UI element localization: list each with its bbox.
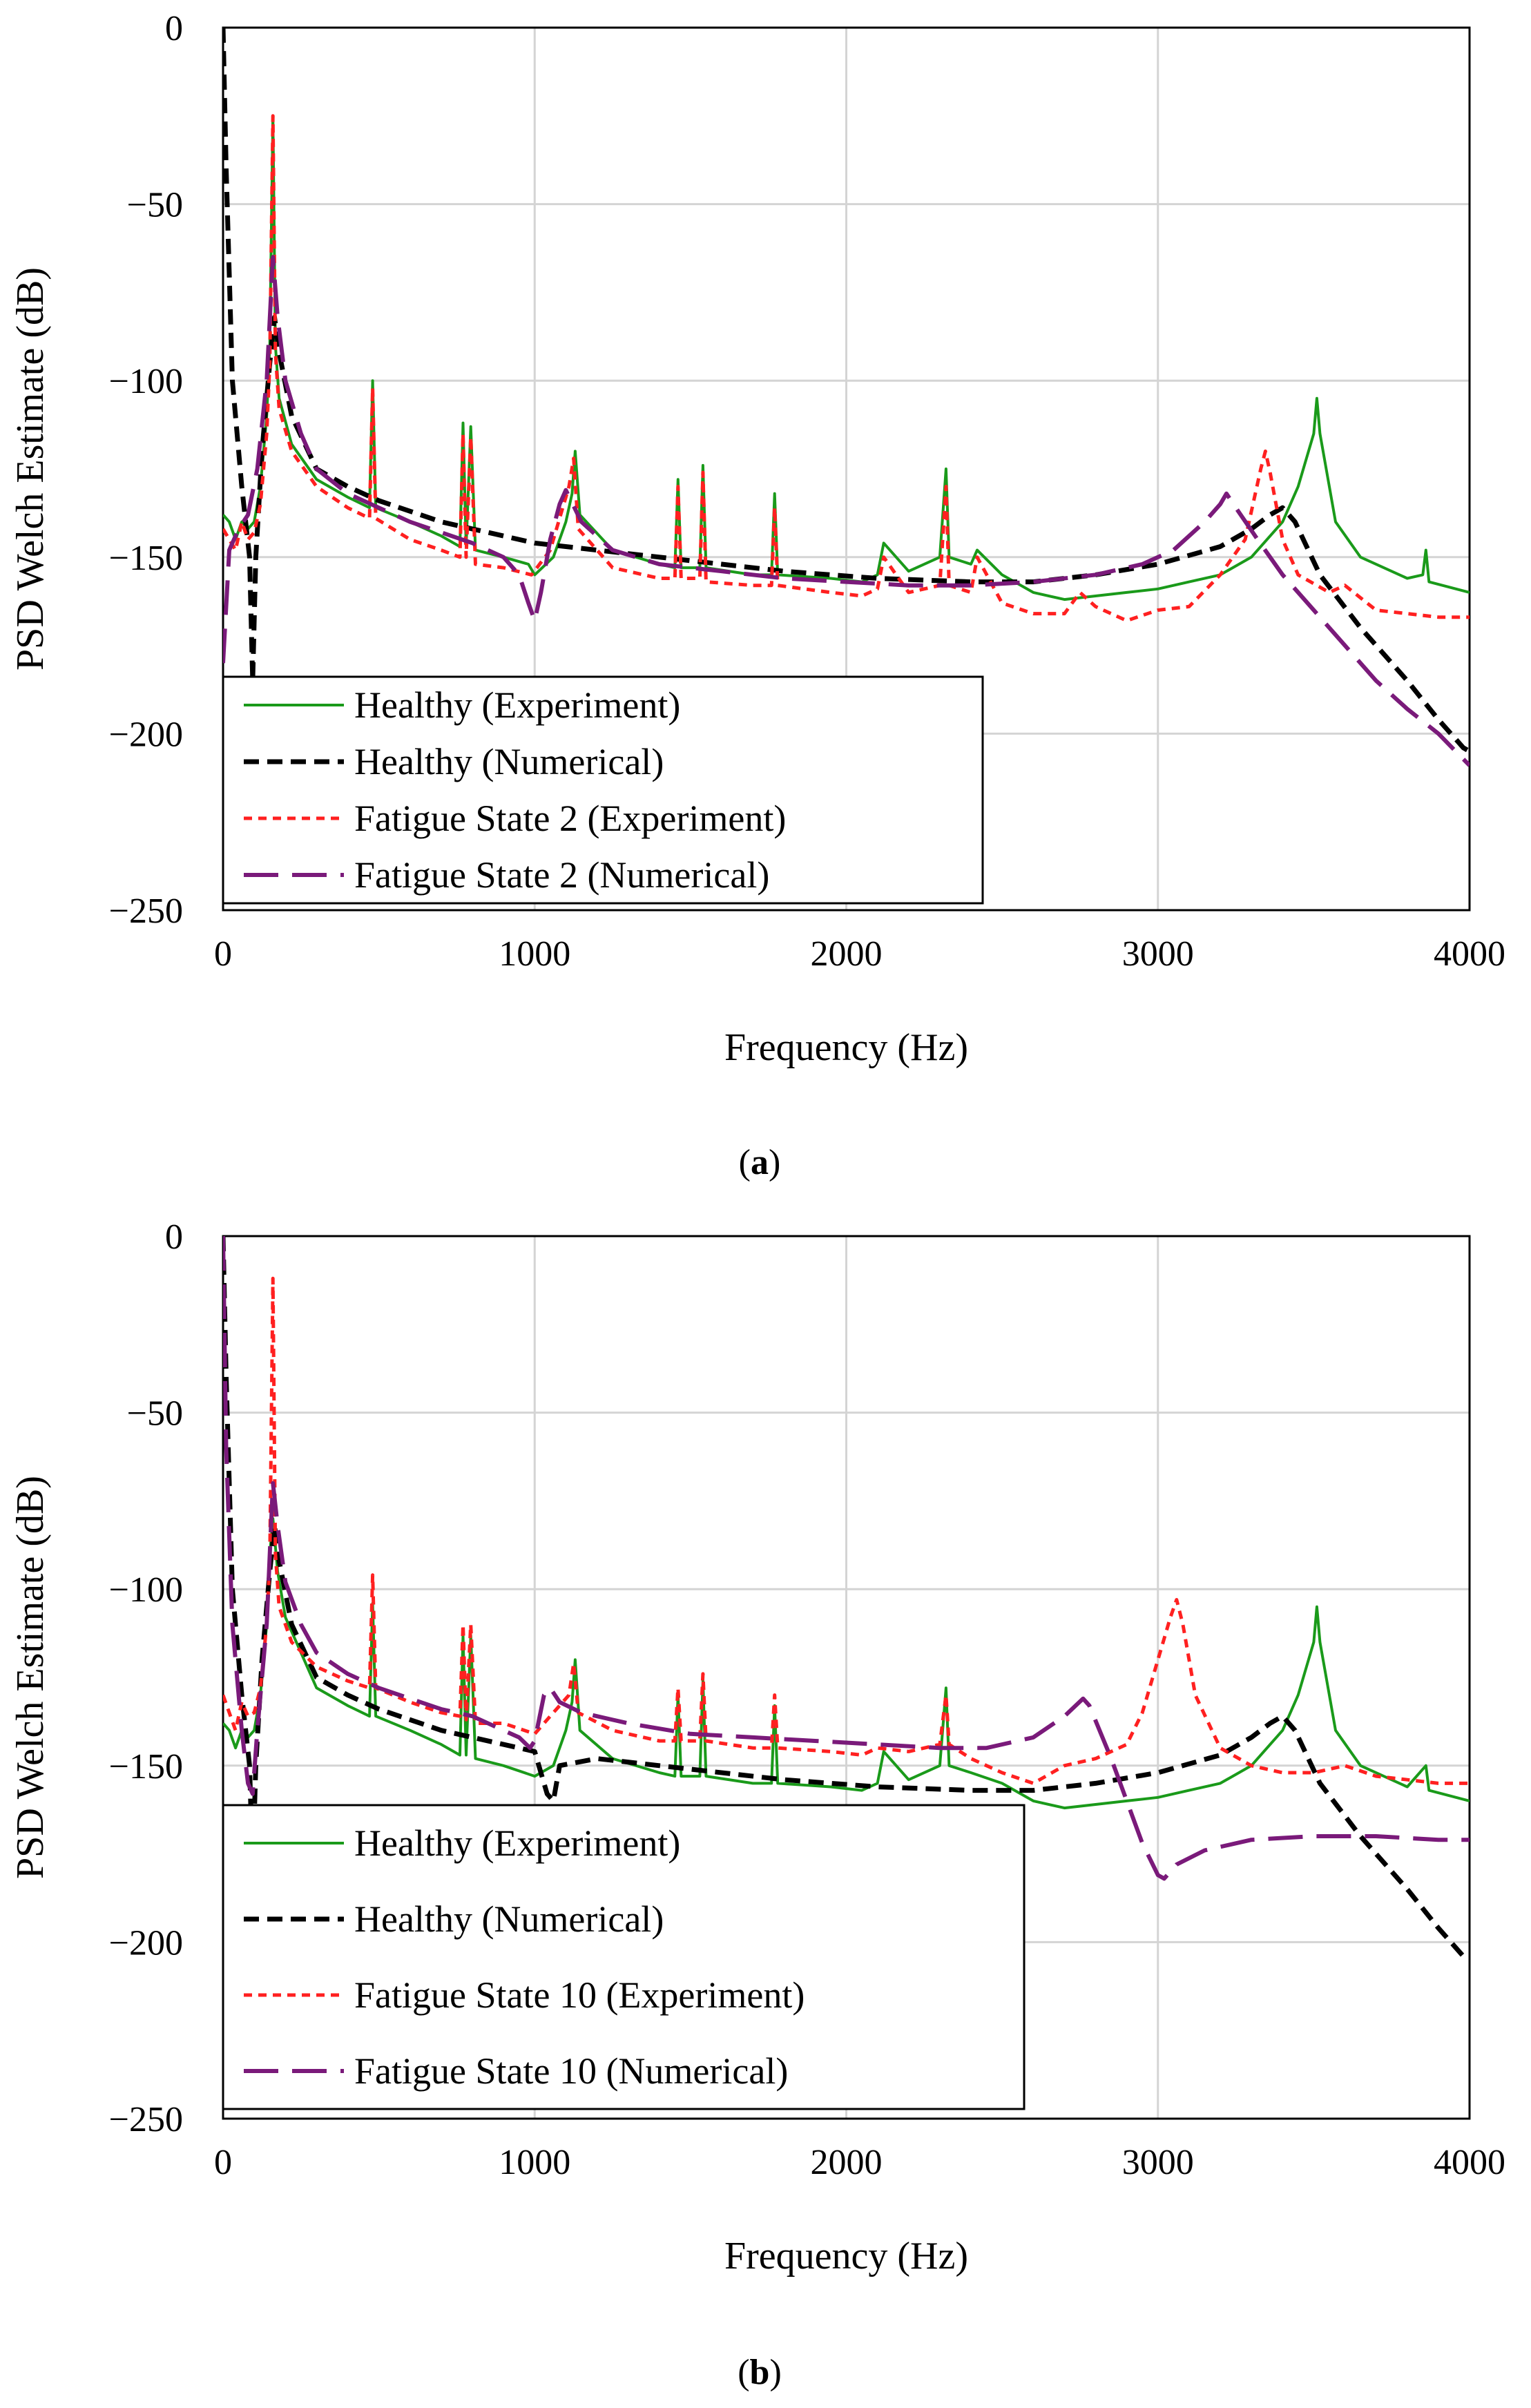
x-tick-label: 2000 bbox=[811, 2143, 883, 2182]
series-line-3 bbox=[223, 1276, 1470, 1785]
plot-area bbox=[222, 1235, 1471, 2120]
x-axis-label: Frequency (Hz) bbox=[724, 2235, 968, 2277]
legend: Healthy (Experiment) Healthy (Numerical) F… bbox=[222, 675, 984, 905]
legend-entry-3: Fatigue State 2 (Experiment) bbox=[354, 798, 786, 839]
series-line-3 bbox=[223, 114, 1470, 623]
x-tick-label: 1000 bbox=[499, 2143, 570, 2182]
series-line-1 bbox=[223, 1517, 1470, 1810]
legend-box bbox=[222, 1804, 1026, 2110]
x-tick-label: 3000 bbox=[1122, 2143, 1194, 2182]
legend-entry-2: Healthy (Numerical) bbox=[354, 1898, 664, 1940]
y-tick-label: 0 bbox=[165, 1217, 183, 1257]
legend-box bbox=[222, 675, 984, 905]
x-tick-label: 2000 bbox=[811, 934, 883, 974]
legend-entry-1: Healthy (Experiment) bbox=[354, 1822, 680, 1864]
x-tick-label: 4000 bbox=[1434, 934, 1505, 974]
chart-panel-b: 0 1000 2000 3000 4000 0 −50 −100 −150 −200 −250 Fre… bbox=[9, 1217, 1505, 2277]
plot-area bbox=[222, 26, 1471, 912]
y-tick-label: 0 bbox=[165, 9, 183, 48]
y-tick-label: −150 bbox=[109, 1747, 183, 1786]
y-axis-label: PSD Welch Estimate (dB) bbox=[9, 1476, 52, 1879]
legend-entry-2: Healthy (Numerical) bbox=[354, 741, 664, 782]
legend-entry-4: Fatigue State 10 (Numerical) bbox=[354, 2050, 788, 2092]
legend: Healthy (Experiment) Healthy (Numerical) F… bbox=[222, 1804, 1026, 2110]
y-tick-label: −50 bbox=[127, 186, 183, 225]
x-tick-label: 0 bbox=[214, 934, 232, 974]
legend-entry-4: Fatigue State 2 (Numerical) bbox=[354, 854, 769, 896]
series-line-4 bbox=[223, 255, 1470, 767]
legend-entry-1: Healthy (Experiment) bbox=[354, 684, 680, 726]
x-tick-label: 4000 bbox=[1434, 2143, 1505, 2182]
legend-entry-3: Fatigue State 10 (Experiment) bbox=[354, 1974, 805, 2016]
y-tick-label: −50 bbox=[127, 1394, 183, 1434]
series-line-2 bbox=[223, 1236, 1470, 1959]
y-axis-label: PSD Welch Estimate (dB) bbox=[9, 267, 52, 671]
y-tick-label: −200 bbox=[109, 715, 183, 754]
y-tick-label: −250 bbox=[109, 2100, 183, 2139]
series-line-1 bbox=[223, 114, 1470, 601]
panel-caption-a: (a) bbox=[739, 1143, 781, 1182]
chart-panel-a: 0 1000 2000 3000 4000 0 −50 −100 −150 −200 −250 Fre… bbox=[9, 9, 1505, 1069]
x-axis-label: Frequency (Hz) bbox=[724, 1026, 968, 1069]
y-tick-label: −250 bbox=[109, 892, 183, 931]
panel-caption-b: (b) bbox=[738, 2353, 782, 2392]
x-tick-label: 0 bbox=[214, 2143, 232, 2182]
series-line-4 bbox=[223, 1236, 1470, 1881]
y-tick-label: −100 bbox=[109, 1570, 183, 1610]
x-tick-label: 3000 bbox=[1122, 934, 1194, 974]
x-tick-label: 1000 bbox=[499, 934, 570, 974]
y-tick-label: −150 bbox=[109, 539, 183, 578]
y-tick-label: −200 bbox=[109, 1923, 183, 1963]
y-tick-label: −100 bbox=[109, 362, 183, 401]
